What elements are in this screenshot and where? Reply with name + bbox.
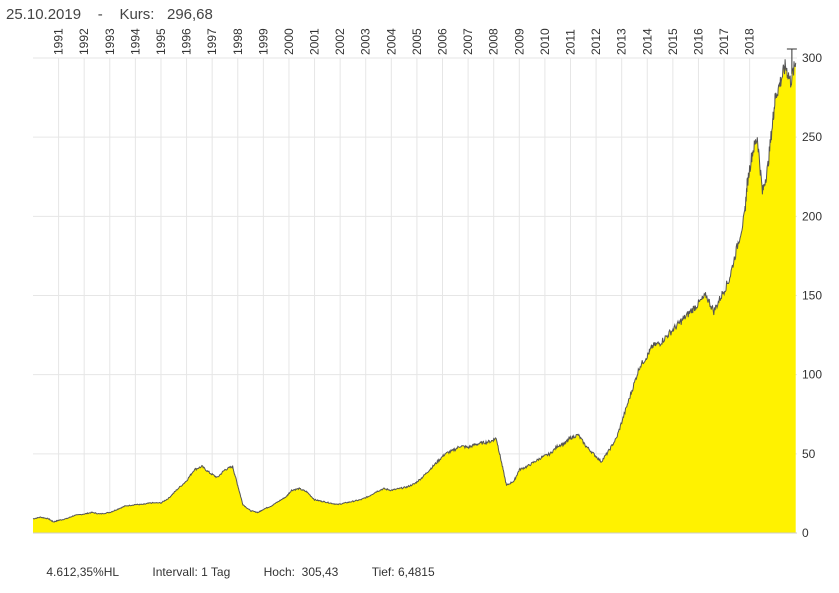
y-tick-label: 150 <box>802 289 822 303</box>
x-tick-label: 2001 <box>308 28 322 55</box>
footer-gap <box>295 565 302 579</box>
chart-footer: 4.612,35%HL Intervall: 1 Tag Hoch: 305,4… <box>33 551 435 593</box>
x-tick-label: 1993 <box>103 28 117 55</box>
interval-label: Intervall: <box>152 565 198 579</box>
y-tick-label: 100 <box>802 368 822 382</box>
price-line <box>32 59 797 523</box>
x-tick-label: 2012 <box>589 28 603 55</box>
x-tick-label: 1995 <box>154 28 168 55</box>
high-label: Hoch: <box>263 565 295 579</box>
x-tick-label: 2004 <box>384 28 398 55</box>
interval-value: 1 Tag <box>201 565 231 579</box>
footer-gap <box>338 565 371 579</box>
footer-gap <box>119 565 152 579</box>
x-tick-label: 1996 <box>180 28 194 55</box>
x-tick-label: 2000 <box>282 28 296 55</box>
x-tick-label: 2011 <box>563 29 577 55</box>
y-tick-label: 0 <box>802 526 809 540</box>
low-label: Tief: <box>371 565 395 579</box>
price-area <box>33 59 796 534</box>
change-percent: 4.612,35%HL <box>46 565 120 579</box>
price-chart[interactable]: 0 50 100 150 200 250 300 1991 1992 1993 1994 1995 19… <box>0 0 839 575</box>
x-tick-label: 1999 <box>256 28 270 55</box>
x-tick-label: 2014 <box>640 28 654 55</box>
price-label: Kurs: <box>119 6 155 23</box>
y-tick-label: 50 <box>802 447 816 461</box>
x-tick-label: 2008 <box>487 28 501 55</box>
x-tick-label: 2015 <box>666 28 680 55</box>
x-tick-label: 1994 <box>128 28 142 55</box>
x-tick-label: 2005 <box>410 28 424 55</box>
x-tick-label: 2010 <box>538 28 552 55</box>
x-tick-label: 2016 <box>691 28 705 55</box>
y-tick-label: 300 <box>802 51 822 65</box>
chart-page: 25.10.2019 - Kurs: 296,68 0 50 100 150 200 25… <box>0 0 839 579</box>
x-tick-label: 2007 <box>461 28 475 55</box>
x-tick-label: 2017 <box>717 28 731 55</box>
x-tick-label: 2013 <box>615 28 629 55</box>
x-tick-label: 1992 <box>77 28 91 55</box>
x-tick-label: 1997 <box>205 28 219 55</box>
y-tick-label: 250 <box>802 130 822 144</box>
chart-header: 25.10.2019 - Kurs: 296,68 <box>6 6 213 23</box>
y-tick-label: 200 <box>802 209 822 223</box>
x-tick-label: 2018 <box>743 28 757 55</box>
footer-gap <box>230 565 263 579</box>
x-tick-label: 2003 <box>359 28 373 55</box>
x-tick-label: 2006 <box>436 28 450 55</box>
date-label: 25.10.2019 <box>6 6 82 23</box>
x-tick-label: 1998 <box>231 28 245 55</box>
header-dash: - <box>97 6 103 23</box>
x-tick-label: 2009 <box>512 28 526 55</box>
price-value: 296,68 <box>166 6 213 23</box>
x-tick-label: 2002 <box>333 28 347 55</box>
x-tick-label: 1991 <box>52 28 66 55</box>
high-value: 305,43 <box>301 565 339 579</box>
low-value: 6,4815 <box>397 565 435 579</box>
